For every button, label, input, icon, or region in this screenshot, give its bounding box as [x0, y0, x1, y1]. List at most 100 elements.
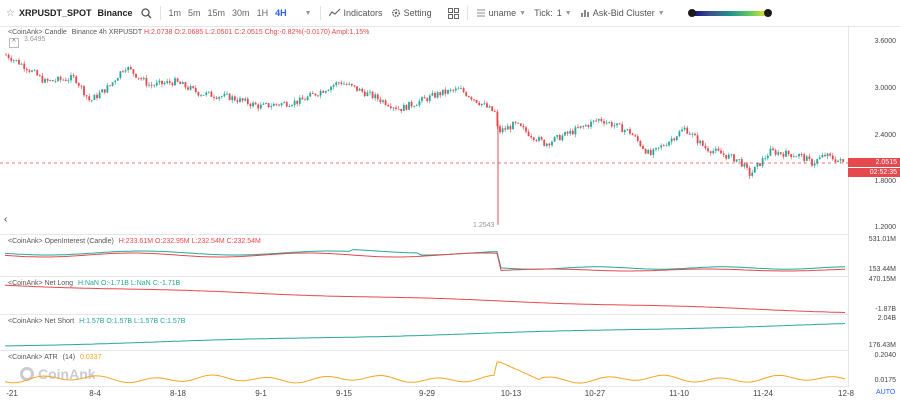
scroll-left-chevron-icon[interactable]: ‹ [4, 214, 8, 225]
candle-body [709, 151, 712, 154]
net-long-axis-bottom: -1.87B [875, 306, 896, 313]
candle-body [389, 106, 392, 109]
candle-body [499, 126, 501, 133]
candle-body [418, 100, 421, 106]
candle-body [834, 159, 837, 162]
candle-body [259, 104, 262, 109]
layout-button[interactable] [447, 7, 459, 19]
candle-body [38, 75, 41, 77]
legend-change: Chg:-0.82%(-0.0170) [264, 29, 331, 36]
candle-body [12, 60, 15, 61]
candle-body [506, 126, 509, 130]
candle-body [527, 131, 530, 136]
candle-body [291, 105, 293, 107]
atr-axis[interactable]: 0.2040 0.0175 [848, 351, 900, 387]
candle-body [215, 97, 218, 99]
legend-open: O:2.0685 [174, 29, 204, 36]
timeframe-5m[interactable]: 5m [188, 8, 201, 18]
candle-body [402, 104, 405, 111]
countdown-tag: 02:52:35 [848, 168, 900, 177]
candle-body [301, 97, 304, 100]
candle-body [558, 135, 561, 141]
indicators-label: Indicators [343, 8, 383, 18]
net-short-axis[interactable]: 2.04B 176.43M [848, 315, 900, 351]
candle-body [283, 102, 286, 104]
candle-body [15, 59, 18, 61]
timeframe-15m[interactable]: 15m [207, 8, 226, 18]
candle-body [135, 73, 137, 78]
slider-handle-right[interactable] [763, 8, 772, 17]
tick-dropdown[interactable]: Tick: 1 ▼ [534, 8, 572, 18]
timeframe-1h[interactable]: 1H [256, 8, 269, 18]
price-axis-label: 3.6000 [874, 38, 896, 45]
candle-body [730, 154, 733, 156]
candle-body [205, 92, 208, 96]
candle-body [530, 135, 533, 138]
oi-legend-close: C:232.54M [226, 238, 261, 245]
candle-body [101, 89, 104, 93]
timeframe-1m[interactable]: 1m [168, 8, 182, 18]
candle-body [483, 103, 486, 105]
slider-handle-left[interactable] [687, 8, 696, 17]
indicators-button[interactable]: Indicators [328, 8, 383, 18]
candle-body [525, 127, 527, 132]
candle-body [322, 90, 325, 93]
atr-pane[interactable] [0, 351, 848, 387]
candle-body [837, 160, 839, 162]
candle-body [223, 93, 226, 97]
candle-body [311, 93, 314, 94]
candle-body [434, 93, 436, 98]
cluster-dropdown[interactable]: Ask-Bid Cluster ▼ [580, 8, 665, 18]
candle-body [691, 133, 694, 135]
candle-body [218, 96, 221, 99]
search-button[interactable] [140, 7, 152, 19]
candle-body [621, 124, 624, 133]
setting-button[interactable]: Setting [391, 8, 432, 18]
net-long-pane[interactable] [0, 277, 848, 315]
candle-body [41, 75, 44, 83]
price-pane[interactable] [0, 27, 848, 235]
candle-body [376, 94, 379, 100]
candle-body [298, 97, 301, 104]
candle-body [392, 107, 395, 109]
candle-body [577, 127, 579, 129]
candle-body [379, 99, 382, 103]
candle-body [25, 68, 28, 71]
chart-canvas[interactable] [0, 0, 848, 390]
candle-body [670, 138, 673, 142]
net-long-axis[interactable]: 470.15M -1.87B [848, 276, 900, 315]
atr-legend-value: 0.0337 [80, 354, 102, 361]
candle-body [592, 120, 595, 122]
auto-scale-button[interactable]: AUTO [876, 389, 896, 396]
favorite-star-icon[interactable]: ☆ [6, 7, 15, 19]
timeframe-4h[interactable]: 4H [275, 8, 287, 18]
candle-body [470, 97, 473, 100]
price-axis[interactable]: 3.6000 3.0000 2.4000 1.8000 1.2000 [848, 27, 900, 235]
timeframe-chevron-down-icon[interactable]: ▼ [304, 9, 312, 17]
candle-body [480, 103, 483, 106]
candle-body [275, 103, 278, 105]
uname-dropdown[interactable]: uname ▼ [476, 8, 526, 18]
candle-body [44, 79, 46, 83]
setting-label: Setting [403, 8, 432, 18]
net-short-pane[interactable] [0, 315, 848, 351]
timeframe-30m[interactable]: 30m [232, 8, 250, 18]
candle-body [57, 76, 59, 82]
candle-body [254, 102, 257, 105]
open-interest-axis[interactable]: 531.01M 153.44M [848, 235, 900, 277]
net-long-line [4, 284, 846, 313]
candle-body [808, 156, 811, 159]
symbol-selector[interactable]: ☆ XRPUSDT_SPOT Binance [6, 8, 133, 19]
collapse-legend-button[interactable]: ^ [9, 38, 19, 48]
open-interest-pane[interactable] [0, 235, 848, 277]
heatmap-color-slider[interactable] [687, 8, 772, 17]
candle-body [746, 163, 748, 168]
candle-body [140, 78, 143, 80]
net-short-line [5, 323, 846, 347]
candle-body [348, 83, 351, 85]
candle-body [272, 103, 275, 107]
candle-body [441, 89, 444, 96]
atr-line [4, 361, 846, 384]
oi-legend-high: H:233.61M [118, 238, 154, 245]
candle-body [374, 94, 377, 99]
